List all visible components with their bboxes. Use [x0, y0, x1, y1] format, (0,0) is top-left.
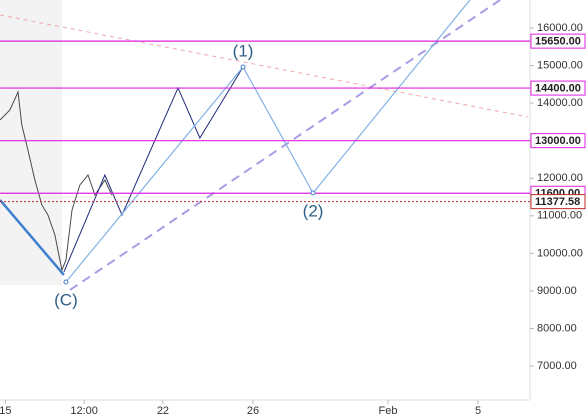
x-tick-label: 26: [247, 405, 259, 416]
series-line: [69, 0, 501, 291]
y-tick-label: 7000.00: [537, 360, 577, 372]
y-tick-label: 15000.00: [537, 59, 583, 71]
wave-point: [240, 64, 246, 70]
series-line: [0, 14, 529, 118]
y-tick-label: 10000.00: [537, 247, 583, 259]
level-label-box: [530, 33, 586, 49]
series-line: [63, 66, 244, 273]
wave-label: (1): [233, 41, 254, 60]
level-label-box: [530, 80, 586, 96]
level-label: 15650.00: [535, 36, 581, 48]
wave-label: (C): [54, 290, 78, 309]
y-tick-label: 9000.00: [537, 285, 577, 297]
level-label: 14400.00: [535, 82, 581, 94]
last-price-box: [530, 194, 586, 210]
level-label-box: [530, 133, 586, 149]
x-tick-label: 15: [0, 405, 12, 416]
y-tick-label: 8000.00: [537, 322, 577, 334]
y-tick-label: 12000.00: [537, 172, 583, 184]
series-line: [65, 0, 471, 283]
y-tick-label: 14000.00: [537, 97, 583, 109]
level-label: 13000.00: [535, 135, 581, 147]
x-tick-label: 22: [157, 405, 169, 416]
x-tick-label: 5: [475, 405, 481, 416]
y-tick-label: 16000.00: [537, 22, 583, 34]
history-shade: [0, 0, 62, 285]
wave-point: [63, 279, 69, 285]
wave-point: [310, 190, 316, 196]
series-line: [0, 199, 65, 276]
x-tick-label: 12:00: [70, 405, 98, 416]
series-line: [0, 90, 113, 272]
wave-label: (2): [303, 201, 324, 220]
y-tick-label: 11000.00: [537, 210, 582, 222]
x-tick-label: Feb: [379, 405, 398, 416]
last-price-label: 11377.58: [535, 196, 580, 208]
